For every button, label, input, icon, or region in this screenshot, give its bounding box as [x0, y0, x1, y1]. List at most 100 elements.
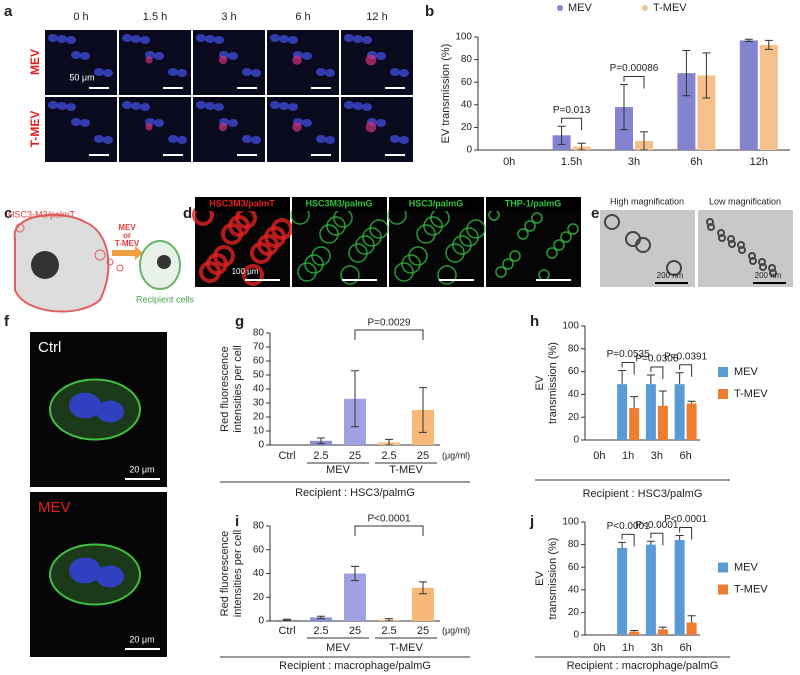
micrograph [267, 30, 339, 95]
image-label: MEV [38, 499, 71, 516]
legend-label: T-MEV [734, 583, 768, 595]
nucleus [228, 52, 238, 60]
bracket [354, 525, 424, 536]
nucleus [96, 400, 124, 423]
panel-letter: c [4, 205, 12, 222]
nucleus [122, 101, 132, 109]
y-tick-label: 20 [461, 122, 473, 133]
image-title: THP-1/palmG [505, 198, 562, 208]
error-bar [640, 131, 648, 151]
panel-letter: h [530, 313, 539, 330]
row-label: T-MEV [28, 111, 42, 148]
cell [466, 219, 486, 239]
vesicle [94, 249, 106, 261]
legend-label: MEV [734, 561, 759, 573]
nucleus [270, 101, 280, 109]
cell [297, 262, 317, 282]
nucleus [325, 136, 335, 144]
x-tick-label: 12h [750, 156, 768, 168]
error-bar [620, 83, 628, 131]
y-axis-label: Red fluorescence [219, 346, 231, 432]
error-bar [702, 52, 711, 99]
vesicle [707, 223, 715, 231]
cell [355, 235, 375, 255]
nucleus [80, 119, 90, 127]
y-tick-label: 0 [258, 440, 264, 451]
ev-signal [292, 122, 302, 132]
vesicle [15, 223, 25, 233]
y-tick-label: 100 [562, 517, 579, 528]
y-axis-label: Red fluorescence [219, 531, 231, 617]
cell [326, 216, 346, 236]
bracket [561, 117, 583, 131]
error-bar [658, 390, 667, 406]
nucleus [69, 392, 101, 419]
bar [645, 384, 656, 440]
nucleus [131, 102, 141, 110]
p-value: P<0.0001 [635, 520, 679, 531]
nucleus [251, 136, 261, 144]
cell [213, 245, 235, 267]
nucleus [154, 52, 164, 60]
error-bar [687, 615, 696, 623]
error-bar [351, 565, 359, 582]
bar [697, 75, 716, 150]
error-bar [419, 581, 427, 595]
cell [401, 254, 421, 274]
arrow-label: MEV [118, 223, 136, 232]
p-value: P<0.0001 [367, 514, 411, 525]
scale-label: 100 μm [232, 267, 259, 276]
y-axis-label: intensities per cell [232, 530, 244, 617]
x-tick-label: 1h [622, 450, 634, 462]
group-label: T-MEV [389, 464, 423, 476]
y-tick-label: 100 [562, 321, 579, 332]
y-axis-label: intensities per cell [232, 345, 244, 432]
cell [524, 220, 536, 232]
nucleus [57, 35, 67, 43]
panel-letter: a [4, 3, 13, 20]
panel-letter: i [235, 513, 239, 530]
nucleus [270, 34, 280, 42]
error-bar [419, 387, 427, 433]
nucleus [71, 51, 81, 59]
vesicle [106, 258, 114, 266]
x-tick-label: 1.5h [561, 156, 582, 168]
column-label: 12 h [366, 11, 387, 23]
donor-cell [13, 213, 110, 313]
p-value: P=0.0391 [664, 351, 708, 362]
x-tick-label: 2.5 [313, 625, 328, 637]
column-label: 3 h [221, 11, 236, 23]
vesicle [759, 263, 767, 271]
cell [416, 224, 436, 244]
bar [677, 73, 696, 150]
x-tick-label: 2.5 [313, 450, 328, 462]
bar [674, 540, 685, 635]
x-tick-label: 6h [680, 450, 692, 462]
nucleus [302, 52, 312, 60]
bar [674, 384, 685, 440]
nucleus [325, 69, 335, 77]
nucleus [279, 35, 289, 43]
nucleus [131, 35, 141, 43]
group-label: MEV [326, 642, 351, 654]
vesicle [604, 214, 620, 230]
vesicle [738, 246, 746, 254]
nucleus [390, 68, 400, 76]
nucleus [48, 101, 58, 109]
y-tick-label: 20 [253, 592, 265, 603]
nucleus [316, 68, 326, 76]
y-tick-label: 50 [253, 370, 265, 381]
x-tick-label: 2.5 [381, 625, 396, 637]
nucleus [94, 135, 104, 143]
nucleus [71, 118, 81, 126]
error-bar [630, 396, 639, 409]
subtitle: Recipient : HSC3/palmG [583, 488, 703, 500]
nucleus [57, 102, 67, 110]
vesicle [625, 231, 641, 247]
cell [567, 223, 579, 235]
image-title: HSC3/palmG [409, 198, 464, 208]
nucleus [362, 103, 372, 111]
scale-label: 20 μm [129, 464, 154, 474]
error-bar [385, 438, 393, 446]
nucleus [196, 101, 206, 109]
